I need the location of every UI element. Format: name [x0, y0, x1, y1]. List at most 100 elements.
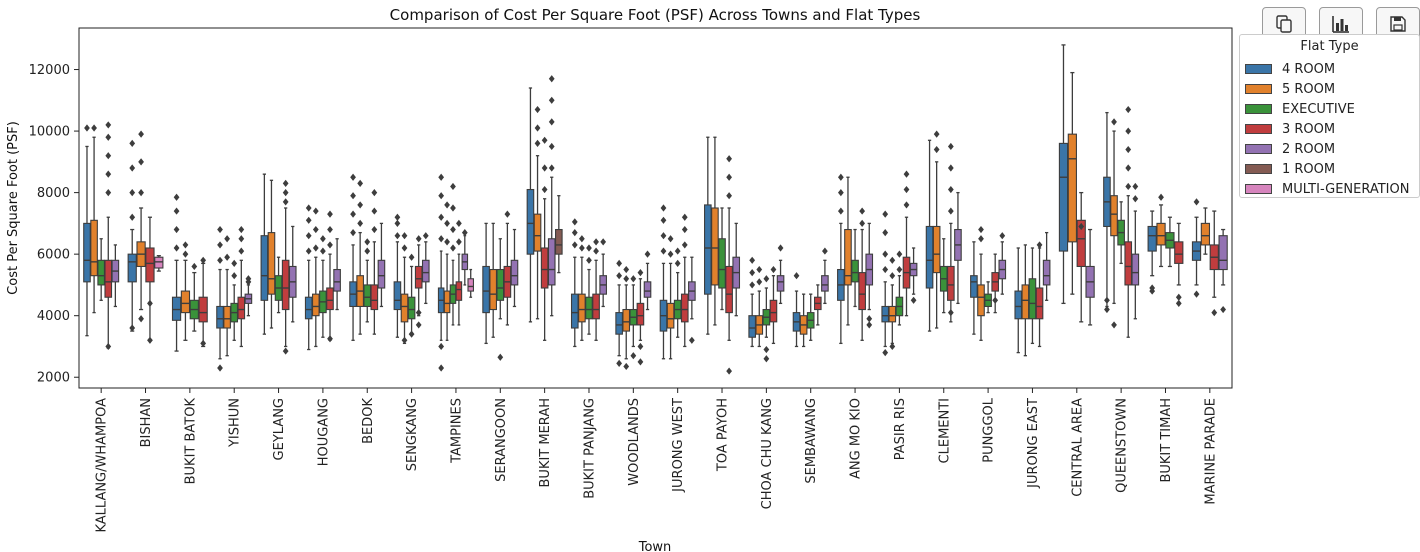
iqr-box [555, 228, 563, 255]
outlier-point [623, 265, 630, 274]
outlier-point [726, 155, 732, 163]
x-tick-label: JURONG WEST [671, 398, 686, 493]
outlier-point [978, 235, 984, 243]
outlier-point [548, 142, 555, 151]
outlier-point [749, 281, 756, 289]
outlier-point [1125, 127, 1132, 135]
outlier-point [305, 232, 312, 240]
x-tick-label: JURONG EAST [1026, 398, 1041, 489]
outlier-point [320, 235, 326, 243]
x-tick-label: TOA PAYOH [716, 398, 731, 472]
outlier-point [903, 170, 910, 178]
outlier-point [859, 207, 866, 215]
outlier-point [763, 345, 770, 354]
x-tick-label: BISHAN [139, 398, 154, 447]
outlier-point [637, 269, 644, 277]
iqr-box [769, 299, 778, 323]
outlier-point [182, 241, 189, 249]
outlier-point [837, 207, 844, 215]
legend-item: 2 ROOM [1245, 139, 1409, 159]
outlier-point [749, 269, 756, 277]
iqr-box [592, 293, 600, 320]
iqr-box [666, 302, 675, 329]
outlier-point [312, 225, 319, 234]
outlier-point [147, 299, 153, 307]
outlier-point [777, 244, 784, 252]
legend-swatch [1245, 104, 1272, 114]
iqr-box [718, 238, 726, 289]
outlier-point [534, 105, 541, 114]
box-choa-chu-kang-5-room [755, 265, 764, 348]
legend-swatch [1245, 124, 1272, 134]
iqr-box [97, 259, 105, 286]
box-sengkang-executive [407, 253, 416, 338]
outlier-point [173, 193, 180, 201]
outlier-point [105, 133, 112, 141]
box-ang-mo-kio-4-room [837, 173, 845, 345]
box-marine-parade-4-room [1191, 198, 1202, 298]
outlier-point [660, 247, 667, 255]
chart-legend: Flat Type 4 ROOM 5 ROOM EXECUTIVE 3 ROOM… [1239, 34, 1420, 198]
outlier-point [681, 213, 688, 221]
plot-area: 2000 4000 6000 8000 10000 12000 KALLANG/WHAMPO… [29, 27, 1233, 533]
outlier-point [726, 367, 732, 375]
box-bukit-merah-5-room [533, 105, 542, 320]
y-axis-label: Cost Per Square Foot (PSF) [6, 121, 21, 295]
outlier-point [305, 216, 312, 224]
iqr-box [90, 219, 98, 277]
box-bishan-5-room [136, 130, 146, 323]
outlier-point [541, 136, 548, 144]
iqr-box [925, 225, 934, 289]
outlier-point [238, 235, 245, 243]
outlier-point [1211, 309, 1218, 317]
box-toa-payoh-2-room [732, 222, 741, 317]
box-jurong-east-3-room [1035, 241, 1044, 348]
outlier-point [1193, 290, 1200, 298]
iqr-box [1131, 253, 1140, 286]
iqr-box [370, 284, 379, 311]
iqr-box [1110, 195, 1118, 237]
iqr-box [407, 296, 416, 320]
outlier-point [504, 210, 511, 218]
iqr-box [414, 265, 423, 289]
iqr-box [333, 268, 341, 292]
outlier-point [947, 207, 954, 215]
x-tick-label: MARINE PARADE [1203, 398, 1218, 505]
outlier-point [138, 315, 144, 323]
iqr-box [363, 284, 372, 308]
outlier-point [138, 189, 144, 197]
iqr-box [1156, 222, 1166, 246]
box-ang-mo-kio-3-room [858, 207, 866, 341]
iqr-box [482, 265, 490, 314]
legend-label: MULTI-GENERATION [1282, 181, 1410, 197]
iqr-box [171, 296, 182, 321]
box-tampines-multi-generation [467, 268, 474, 298]
outlier-point [200, 256, 207, 264]
bar-chart-icon [1332, 16, 1349, 33]
outlier-point [444, 219, 450, 227]
outlier-point [105, 342, 112, 351]
box-clementi-2-room [954, 191, 962, 305]
outlier-point [415, 235, 422, 243]
box-toa-payoh-3-room [725, 155, 733, 375]
outlier-point [394, 219, 401, 227]
outlier-point [456, 219, 462, 227]
box-jurong-west-5-room [666, 235, 675, 360]
x-tick-label: ANG MO KIO [849, 398, 864, 479]
box-pasir-ris-3-room [902, 170, 911, 317]
outlier-point [282, 347, 289, 355]
box-bukit-batok-executive [189, 262, 199, 332]
box-bukit-merah-4-room [526, 87, 535, 323]
box-serangoon-4-room [482, 222, 490, 345]
legend-item: EXECUTIVE [1245, 99, 1409, 119]
box-yishun-executive [230, 259, 239, 341]
iqr-box [1067, 133, 1077, 243]
box-queenstown-4-room [1103, 111, 1111, 314]
iqr-box [83, 222, 91, 283]
y-tick-label: 12000 [29, 63, 70, 78]
outlier-point [1132, 195, 1139, 203]
box-ang-mo-kio-executive [851, 228, 859, 308]
box-serangoon-2-room [510, 228, 519, 308]
outlier-point [1175, 299, 1182, 307]
